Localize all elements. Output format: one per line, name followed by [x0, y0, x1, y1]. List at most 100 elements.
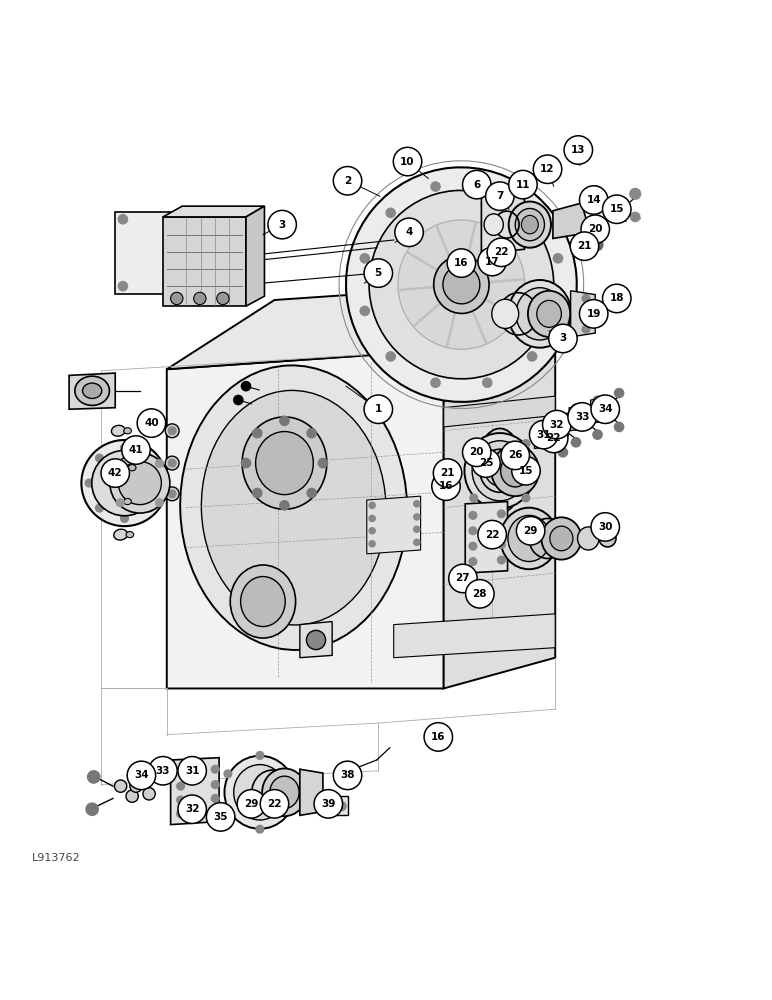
Circle shape — [431, 182, 440, 191]
Circle shape — [206, 803, 235, 831]
Text: 25: 25 — [479, 458, 493, 468]
Circle shape — [543, 410, 571, 439]
Circle shape — [268, 210, 296, 239]
Circle shape — [530, 420, 558, 449]
Circle shape — [393, 147, 422, 176]
Ellipse shape — [118, 462, 161, 505]
Text: 5: 5 — [374, 268, 382, 278]
Circle shape — [591, 186, 603, 198]
Circle shape — [260, 790, 289, 818]
Circle shape — [558, 414, 567, 423]
Text: 15: 15 — [610, 204, 624, 214]
Circle shape — [224, 770, 232, 778]
Polygon shape — [571, 291, 595, 337]
Text: 21: 21 — [577, 241, 591, 251]
Text: 18: 18 — [610, 293, 624, 303]
Ellipse shape — [306, 630, 326, 650]
Ellipse shape — [234, 765, 286, 820]
Circle shape — [602, 195, 631, 223]
Circle shape — [487, 238, 516, 267]
Circle shape — [307, 488, 317, 498]
Ellipse shape — [262, 768, 306, 816]
Circle shape — [178, 795, 206, 823]
Text: 3: 3 — [279, 220, 286, 230]
Circle shape — [314, 790, 343, 818]
Ellipse shape — [369, 190, 554, 379]
Ellipse shape — [521, 215, 538, 234]
Circle shape — [189, 282, 198, 291]
Circle shape — [177, 767, 185, 775]
Text: 31: 31 — [537, 430, 551, 440]
Circle shape — [414, 501, 420, 507]
Circle shape — [554, 254, 563, 263]
Circle shape — [369, 528, 375, 534]
Text: 13: 13 — [571, 145, 585, 155]
Circle shape — [447, 249, 476, 277]
Circle shape — [414, 514, 420, 520]
Polygon shape — [115, 212, 201, 294]
Text: 41: 41 — [129, 445, 144, 455]
Circle shape — [369, 515, 375, 522]
Ellipse shape — [92, 450, 157, 516]
Circle shape — [337, 802, 346, 811]
Circle shape — [470, 440, 478, 447]
Circle shape — [469, 558, 477, 565]
Circle shape — [149, 757, 177, 785]
Circle shape — [478, 520, 506, 549]
Circle shape — [168, 459, 176, 467]
Text: 30: 30 — [598, 522, 612, 532]
Circle shape — [580, 300, 608, 328]
Text: 22: 22 — [494, 247, 509, 257]
Circle shape — [472, 449, 500, 477]
Circle shape — [168, 490, 176, 498]
Text: 16: 16 — [454, 258, 469, 268]
Ellipse shape — [465, 433, 535, 508]
Circle shape — [127, 761, 156, 790]
Ellipse shape — [194, 292, 206, 305]
Circle shape — [146, 504, 154, 512]
Text: 33: 33 — [156, 766, 170, 776]
Ellipse shape — [515, 208, 544, 241]
Circle shape — [318, 458, 327, 468]
Polygon shape — [300, 622, 332, 658]
Circle shape — [252, 488, 262, 498]
Circle shape — [324, 802, 334, 811]
Circle shape — [558, 448, 567, 457]
Circle shape — [242, 382, 251, 391]
Polygon shape — [534, 423, 555, 448]
Polygon shape — [591, 398, 611, 423]
Ellipse shape — [111, 425, 125, 436]
Ellipse shape — [165, 424, 179, 438]
Circle shape — [591, 238, 603, 251]
Ellipse shape — [81, 440, 168, 526]
Circle shape — [394, 218, 423, 247]
Circle shape — [571, 438, 581, 447]
Circle shape — [361, 306, 370, 316]
Text: 34: 34 — [134, 770, 149, 780]
Text: 34: 34 — [598, 404, 612, 414]
Circle shape — [501, 441, 530, 470]
Circle shape — [522, 440, 530, 447]
Circle shape — [497, 525, 505, 533]
Polygon shape — [167, 281, 555, 369]
Circle shape — [234, 395, 243, 405]
Circle shape — [256, 825, 264, 833]
Circle shape — [432, 472, 460, 500]
Ellipse shape — [124, 498, 131, 505]
Circle shape — [522, 494, 530, 502]
Circle shape — [386, 208, 395, 217]
Ellipse shape — [528, 291, 571, 337]
Text: 4: 4 — [405, 227, 413, 237]
Circle shape — [630, 188, 641, 199]
Ellipse shape — [241, 577, 285, 627]
Ellipse shape — [508, 515, 550, 562]
Circle shape — [117, 499, 124, 507]
Circle shape — [256, 752, 264, 759]
Ellipse shape — [130, 780, 142, 792]
Ellipse shape — [340, 762, 357, 779]
Ellipse shape — [111, 496, 125, 507]
Polygon shape — [167, 350, 444, 688]
Circle shape — [540, 424, 568, 453]
Ellipse shape — [230, 565, 296, 638]
Circle shape — [122, 436, 151, 464]
